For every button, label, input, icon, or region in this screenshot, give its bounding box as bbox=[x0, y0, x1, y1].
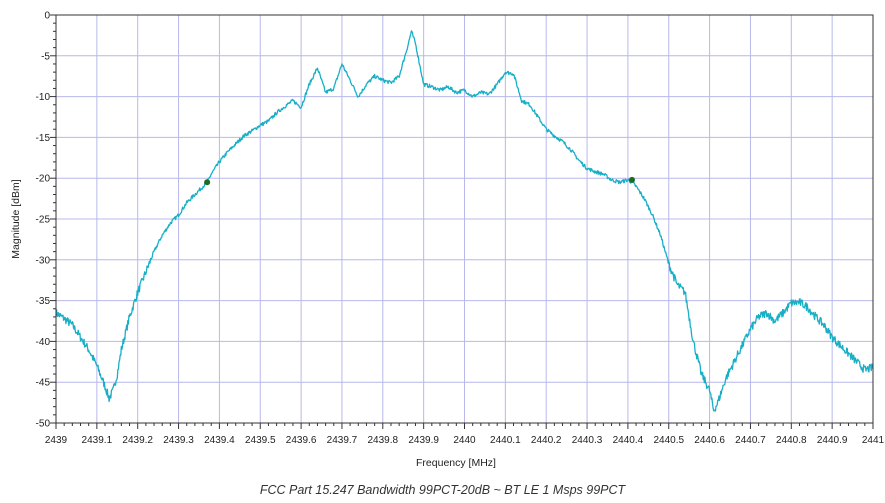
y-tick-label: -45 bbox=[36, 378, 51, 389]
marker-layer bbox=[204, 176, 635, 186]
x-tick-label: 2440.1 bbox=[490, 435, 521, 446]
x-tick-label: 2439.2 bbox=[122, 435, 153, 446]
x-tick-label: 2439.5 bbox=[245, 435, 276, 446]
y-tick-label: -35 bbox=[36, 296, 51, 307]
x-tick-label: 2440.6 bbox=[694, 435, 725, 446]
x-tick-label: 2440 bbox=[453, 435, 476, 446]
y-tick-labels: 0 -5 -10 -15 -20 -25 -30 -35 -40 -45 -50 bbox=[36, 11, 51, 430]
x-tick-label: 2439.9 bbox=[408, 435, 439, 446]
grid-lines bbox=[55, 14, 874, 424]
x-tick-label: 2439.4 bbox=[204, 435, 235, 446]
x-tick-label: 2439.3 bbox=[163, 435, 194, 446]
x-tick-label: 2440.9 bbox=[817, 435, 848, 446]
x-tick-label: 2439.6 bbox=[286, 435, 317, 446]
bandwidth-marker bbox=[628, 176, 635, 183]
y-tick-label: -15 bbox=[36, 133, 51, 144]
plot-frame bbox=[55, 14, 874, 424]
y-tick-label: -10 bbox=[36, 92, 51, 103]
trace-layer bbox=[55, 30, 874, 412]
x-axis-title: Frequency [MHz] bbox=[416, 457, 496, 469]
x-tick-label: 2440.5 bbox=[653, 435, 684, 446]
y-tick-label: -50 bbox=[36, 419, 51, 430]
x-tick-labels: 2439 2439.1 2439.2 2439.3 2439.4 2439.5 2439.6… bbox=[45, 435, 885, 446]
axes bbox=[50, 14, 874, 429]
y-tick-label: -5 bbox=[41, 51, 50, 62]
y-tick-label: -30 bbox=[36, 255, 51, 266]
x-tick-label: 2440.4 bbox=[613, 435, 644, 446]
bandwidth-marker bbox=[204, 179, 211, 186]
y-tick-label: 0 bbox=[44, 11, 50, 22]
x-tick-label: 2439 bbox=[45, 435, 68, 446]
x-tick-label: 2440.3 bbox=[572, 435, 603, 446]
spectrum-chart: 2439 2439.1 2439.2 2439.3 2439.4 2439.5 2439.6… bbox=[10, 11, 885, 470]
y-tick-label: -20 bbox=[36, 174, 51, 185]
spectrum-trace bbox=[55, 30, 874, 412]
x-tick-label: 2441 bbox=[862, 435, 885, 446]
y-tick-label: -40 bbox=[36, 337, 51, 348]
x-tick-label: 2439.7 bbox=[327, 435, 358, 446]
chart-caption: FCC Part 15.247 Bandwidth 99PCT-20dB ~ B… bbox=[259, 483, 626, 497]
y-axis-title: Magnitude [dBm] bbox=[10, 179, 22, 258]
y-tick-label: -25 bbox=[36, 215, 51, 226]
x-tick-label: 2440.8 bbox=[776, 435, 807, 446]
x-tick-label: 2440.7 bbox=[735, 435, 766, 446]
x-tick-label: 2440.2 bbox=[531, 435, 562, 446]
x-tick-label: 2439.8 bbox=[368, 435, 399, 446]
x-tick-label: 2439.1 bbox=[82, 435, 113, 446]
